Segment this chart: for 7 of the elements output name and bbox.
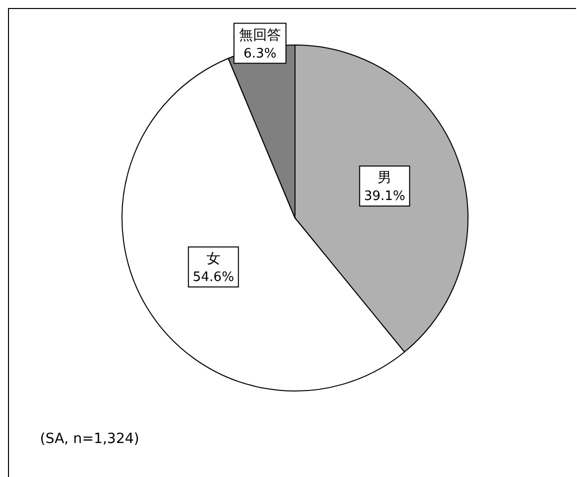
data-label: 39.1% <box>364 189 406 204</box>
text: (SA, n=1,324) <box>40 431 140 447</box>
data-label: 6.3% <box>243 46 276 62</box>
data-label: 54.6% <box>192 270 234 285</box>
slice-label: 男 <box>378 170 392 186</box>
slice-label: 無回答 <box>238 27 281 44</box>
slice-label: 女 <box>206 250 220 267</box>
